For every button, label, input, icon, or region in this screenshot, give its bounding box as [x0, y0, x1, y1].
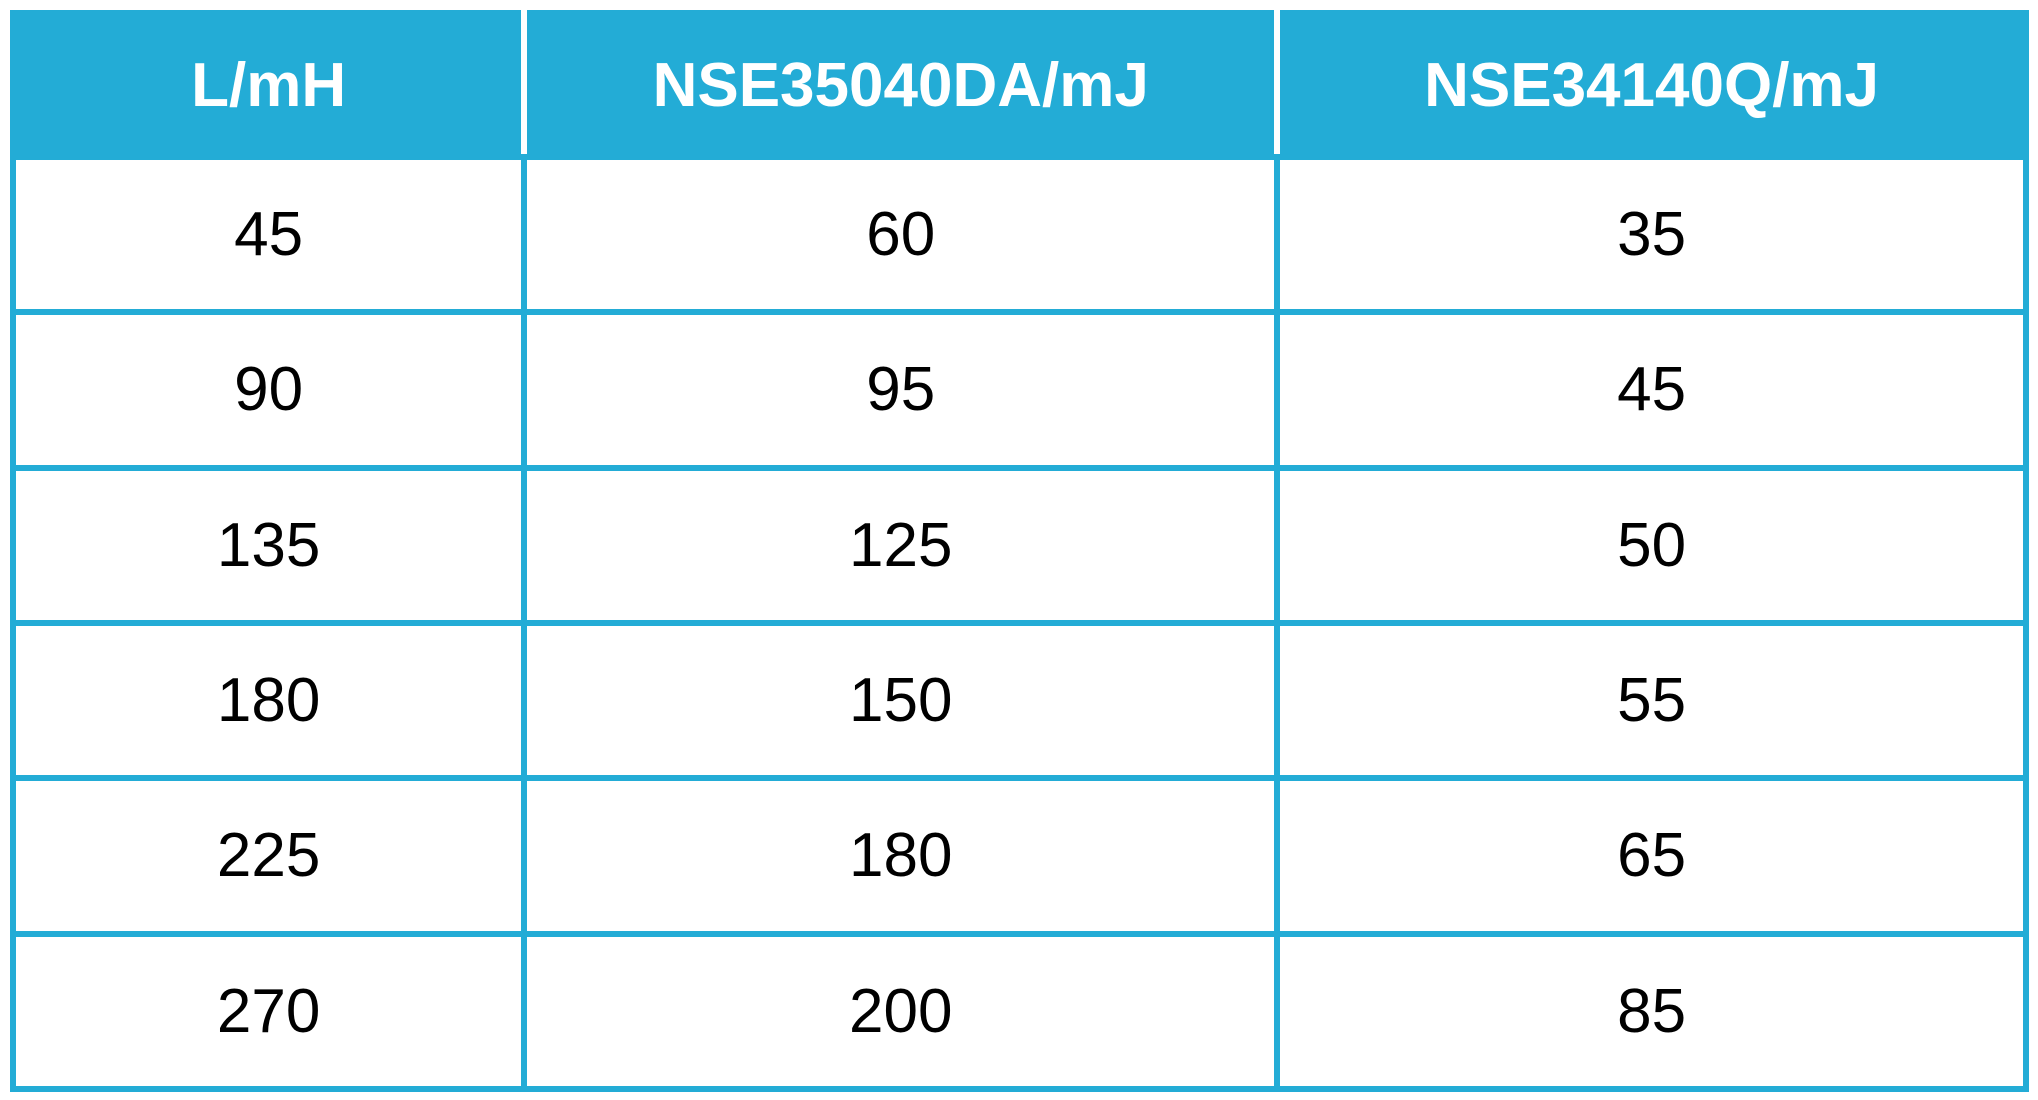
- table-header-row: L/mH NSE35040DA/mJ NSE34140Q/mJ: [9, 10, 2029, 160]
- column-header-l-mh: L/mH: [9, 10, 528, 160]
- table-cell: 270: [9, 930, 528, 1093]
- table-cell: 45: [1274, 309, 2029, 471]
- table-cell: 180: [521, 775, 1281, 937]
- table-cell: 150: [521, 619, 1281, 782]
- table-cell: 85: [1274, 930, 2029, 1093]
- table-cell: 95: [521, 309, 1281, 471]
- table-cell: 90: [9, 309, 528, 471]
- table-cell: 35: [1274, 153, 2029, 316]
- table-row: 45 60 35: [9, 153, 2029, 316]
- table-row: 90 95 45: [9, 309, 2029, 471]
- table-cell: 45: [9, 153, 528, 316]
- table-row: 270 200 85: [9, 930, 2029, 1093]
- table-row: 135 125 50: [9, 464, 2029, 626]
- table-cell: 200: [521, 930, 1281, 1093]
- table-body: 45 60 35 90 95 45 135 125 50 180 150 55 …: [9, 153, 2029, 1093]
- table-cell: 50: [1274, 464, 2029, 626]
- table-cell: 180: [9, 619, 528, 782]
- table-cell: 125: [521, 464, 1281, 626]
- table-row: 180 150 55: [9, 619, 2029, 782]
- table-cell: 225: [9, 775, 528, 937]
- table-cell: 60: [521, 153, 1281, 316]
- column-header-nse35040da: NSE35040DA/mJ: [521, 10, 1281, 160]
- table-row: 225 180 65: [9, 775, 2029, 937]
- column-header-nse34140q: NSE34140Q/mJ: [1274, 10, 2029, 160]
- table-cell: 65: [1274, 775, 2029, 937]
- table-cell: 135: [9, 464, 528, 626]
- energy-comparison-table: L/mH NSE35040DA/mJ NSE34140Q/mJ 45 60 35…: [9, 10, 2029, 1093]
- table-cell: 55: [1274, 619, 2029, 782]
